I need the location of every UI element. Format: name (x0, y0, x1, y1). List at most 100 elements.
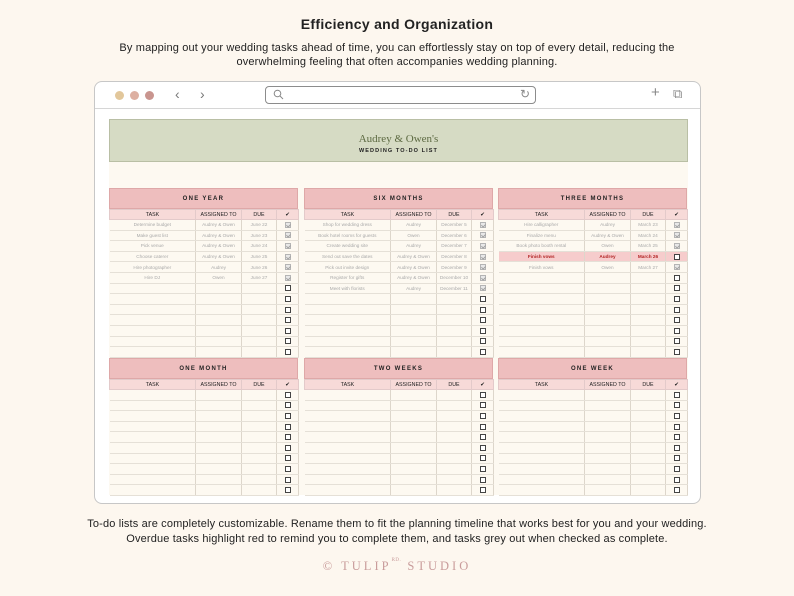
checkbox[interactable] (479, 391, 486, 398)
assigned-cell[interactable] (584, 463, 631, 475)
chevron-left-icon[interactable]: ‹ (175, 86, 180, 102)
due-cell[interactable] (241, 325, 277, 337)
task-cell[interactable] (498, 453, 585, 465)
due-cell[interactable]: December 8 (436, 251, 472, 263)
task-cell[interactable] (498, 336, 585, 348)
due-cell[interactable] (241, 283, 277, 295)
checkbox[interactable] (673, 295, 680, 302)
assigned-cell[interactable] (584, 314, 631, 326)
task-cell[interactable] (109, 283, 196, 295)
task-cell[interactable]: Pick out invite design (304, 261, 391, 273)
assigned-cell[interactable] (390, 431, 437, 443)
checkbox[interactable] (479, 274, 486, 281)
assigned-cell[interactable]: Audrey & Owen (584, 230, 631, 242)
plus-icon[interactable]: + (651, 84, 660, 101)
checkbox[interactable] (479, 487, 486, 494)
assigned-cell[interactable] (195, 304, 242, 316)
assigned-cell[interactable]: Audrey & Owen (195, 219, 242, 231)
checkbox[interactable] (673, 327, 680, 334)
due-cell[interactable] (630, 463, 666, 475)
due-cell[interactable] (630, 314, 666, 326)
task-cell[interactable] (498, 314, 585, 326)
assigned-cell[interactable]: Audrey & Owen (390, 251, 437, 263)
due-cell[interactable] (630, 272, 666, 284)
assigned-cell[interactable] (390, 421, 437, 433)
url-bar[interactable]: ↻ (265, 86, 536, 104)
checkbox[interactable] (673, 253, 680, 260)
checkbox[interactable] (284, 221, 291, 228)
assigned-cell[interactable] (390, 336, 437, 348)
checkbox[interactable] (479, 338, 486, 345)
assigned-cell[interactable] (390, 463, 437, 475)
checkbox[interactable] (284, 444, 291, 451)
task-cell[interactable]: Choose caterer (109, 251, 196, 263)
task-cell[interactable] (498, 421, 585, 433)
assigned-cell[interactable]: Audrey & Owen (390, 261, 437, 273)
assigned-cell[interactable]: Audrey (390, 240, 437, 252)
assigned-cell[interactable]: Audrey (584, 219, 631, 231)
due-cell[interactable] (436, 453, 472, 465)
assigned-cell[interactable]: Owen (584, 240, 631, 252)
task-cell[interactable] (498, 400, 585, 412)
task-cell[interactable] (304, 325, 391, 337)
window-dot-2[interactable] (130, 91, 139, 100)
due-cell[interactable] (436, 400, 472, 412)
due-cell[interactable]: December 11 (436, 283, 472, 295)
task-cell[interactable] (498, 293, 585, 305)
task-cell[interactable] (498, 410, 585, 422)
checkbox[interactable] (284, 295, 291, 302)
assigned-cell[interactable] (195, 442, 242, 454)
due-cell[interactable] (630, 293, 666, 305)
assigned-cell[interactable] (584, 336, 631, 348)
due-cell[interactable] (241, 304, 277, 316)
checkbox[interactable] (673, 317, 680, 324)
assigned-cell[interactable] (584, 346, 631, 358)
assigned-cell[interactable]: Audrey & Owen (390, 272, 437, 284)
checkbox[interactable] (673, 242, 680, 249)
assigned-cell[interactable] (195, 474, 242, 486)
due-cell[interactable] (436, 410, 472, 422)
task-cell[interactable]: Meet with florists (304, 283, 391, 295)
task-cell[interactable] (109, 463, 196, 475)
due-cell[interactable]: June 25 (241, 251, 277, 263)
checkbox[interactable] (673, 221, 680, 228)
task-cell[interactable] (498, 325, 585, 337)
assigned-cell[interactable] (195, 484, 242, 496)
task-cell[interactable] (304, 431, 391, 443)
checkbox[interactable] (284, 412, 291, 419)
task-cell[interactable] (109, 304, 196, 316)
assigned-cell[interactable] (584, 442, 631, 454)
due-cell[interactable]: December 10 (436, 272, 472, 284)
task-cell[interactable] (304, 336, 391, 348)
task-cell[interactable] (498, 431, 585, 443)
due-cell[interactable] (630, 421, 666, 433)
task-cell[interactable] (304, 304, 391, 316)
assigned-cell[interactable] (390, 389, 437, 401)
checkbox[interactable] (284, 423, 291, 430)
task-cell[interactable]: Create wedding site (304, 240, 391, 252)
due-cell[interactable] (436, 336, 472, 348)
assigned-cell[interactable] (390, 346, 437, 358)
task-cell[interactable] (304, 484, 391, 496)
due-cell[interactable] (241, 346, 277, 358)
due-cell[interactable] (630, 346, 666, 358)
checkbox[interactable] (479, 348, 486, 355)
due-cell[interactable] (241, 431, 277, 443)
checkbox[interactable] (479, 295, 486, 302)
assigned-cell[interactable] (390, 442, 437, 454)
checkbox[interactable] (479, 476, 486, 483)
assigned-cell[interactable] (195, 431, 242, 443)
task-cell[interactable]: Shop for wedding dress (304, 219, 391, 231)
due-cell[interactable] (436, 389, 472, 401)
assigned-cell[interactable]: Audrey (195, 261, 242, 273)
checkbox[interactable] (284, 465, 291, 472)
task-cell[interactable]: Register for gifts (304, 272, 391, 284)
assigned-cell[interactable] (195, 293, 242, 305)
checkbox[interactable] (284, 232, 291, 239)
task-cell[interactable] (498, 272, 585, 284)
checkbox[interactable] (479, 242, 486, 249)
due-cell[interactable] (436, 304, 472, 316)
due-cell[interactable] (241, 453, 277, 465)
checkbox[interactable] (284, 348, 291, 355)
task-cell[interactable] (109, 325, 196, 337)
